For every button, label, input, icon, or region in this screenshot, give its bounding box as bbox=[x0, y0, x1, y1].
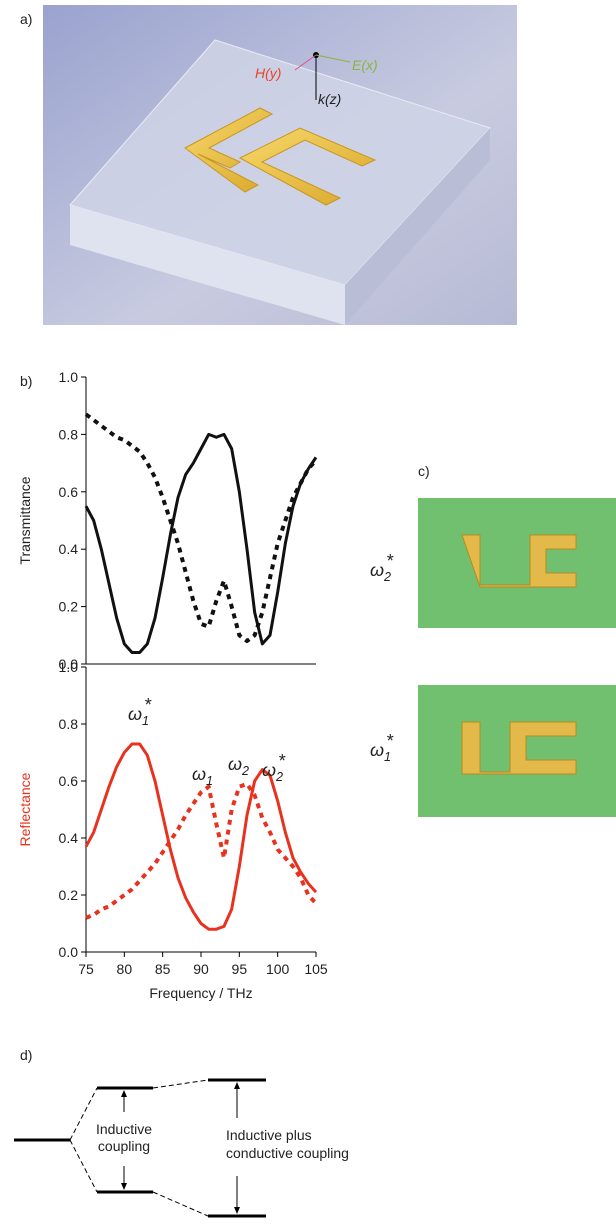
omega-base: ω bbox=[262, 760, 276, 780]
x-tick-label: 105 bbox=[304, 961, 328, 977]
omega-base: ω bbox=[192, 764, 206, 784]
k-label: k(z) bbox=[318, 91, 341, 107]
panel-label: d) bbox=[20, 1047, 32, 1063]
y-tick-label: 0.2 bbox=[59, 887, 79, 903]
f-structure bbox=[184, 107, 377, 206]
y-axis-label: Reflectance bbox=[17, 772, 33, 846]
diagram-label: conductive coupling bbox=[226, 1145, 349, 1161]
slab-side bbox=[345, 128, 490, 325]
series-line bbox=[84, 432, 318, 655]
y-tick-label: 0.8 bbox=[59, 716, 79, 732]
omega-base: ω bbox=[370, 740, 384, 760]
omega-label: ω2* bbox=[262, 751, 286, 784]
y-tick-label: 0.2 bbox=[59, 599, 79, 615]
y-tick-label: 0.0 bbox=[59, 656, 79, 672]
omega-sup: * bbox=[278, 751, 286, 771]
omega-label: ω2* bbox=[370, 551, 394, 584]
y-tick-label: 0.6 bbox=[59, 484, 79, 500]
omega-base: ω bbox=[228, 754, 242, 774]
omega-sub: 1 bbox=[206, 774, 213, 788]
y-tick-label: 0.6 bbox=[59, 773, 79, 789]
panel-label: a) bbox=[20, 11, 32, 27]
slab-front bbox=[70, 205, 345, 325]
omega-base: ω bbox=[128, 704, 142, 724]
omega-sub: 1 bbox=[384, 750, 391, 764]
energy-levels bbox=[14, 1078, 266, 1218]
series-line bbox=[84, 742, 318, 931]
omega-label: ω1* bbox=[370, 731, 394, 764]
e-arrow bbox=[315, 54, 351, 63]
omega-sub: 2 bbox=[383, 570, 391, 584]
y-tick-label: 0.0 bbox=[59, 944, 79, 960]
diagram-label: coupling bbox=[98, 1138, 150, 1154]
x-tick-label: 85 bbox=[155, 961, 171, 977]
omega-sub: 2 bbox=[275, 770, 283, 784]
x-tick-label: 100 bbox=[266, 961, 290, 977]
omega-label: ω1* bbox=[128, 695, 152, 728]
omega-sup: * bbox=[144, 695, 152, 715]
omega-base: ω bbox=[370, 560, 384, 580]
panel-label: c) bbox=[418, 463, 430, 479]
x-tick-label: 75 bbox=[78, 961, 94, 977]
omega-sub: 1 bbox=[142, 714, 149, 728]
x-tick-label: 95 bbox=[232, 961, 248, 977]
arrowheads bbox=[121, 1082, 240, 1214]
diagram-label: Inductive plus bbox=[226, 1127, 312, 1143]
series-line bbox=[85, 781, 318, 920]
y-tick-label: 0.4 bbox=[59, 830, 79, 846]
h-label: H(y) bbox=[255, 65, 281, 81]
panel-label: b) bbox=[20, 373, 32, 389]
y-tick-label: 1.0 bbox=[59, 659, 79, 675]
x-axis-label: Frequency / THz bbox=[149, 985, 252, 1001]
e-label: E(x) bbox=[352, 57, 378, 73]
omega-sub: 2 bbox=[241, 764, 249, 778]
field-map bbox=[418, 498, 616, 628]
omega-label: ω2 bbox=[228, 754, 249, 778]
y-tick-label: 1.0 bbox=[59, 369, 79, 385]
omega-sup: * bbox=[386, 551, 394, 571]
y-axis-label: Transmittance bbox=[17, 476, 33, 564]
x-tick-label: 90 bbox=[193, 961, 209, 977]
diagram-label: Inductive bbox=[96, 1121, 152, 1137]
omega-label: ω1 bbox=[192, 764, 213, 788]
omega-sup: * bbox=[386, 731, 394, 751]
y-tick-label: 0.4 bbox=[59, 541, 79, 557]
h-arrow bbox=[294, 54, 317, 71]
x-tick-label: 80 bbox=[117, 961, 133, 977]
field-map bbox=[418, 685, 616, 817]
y-tick-label: 0.8 bbox=[59, 426, 79, 442]
